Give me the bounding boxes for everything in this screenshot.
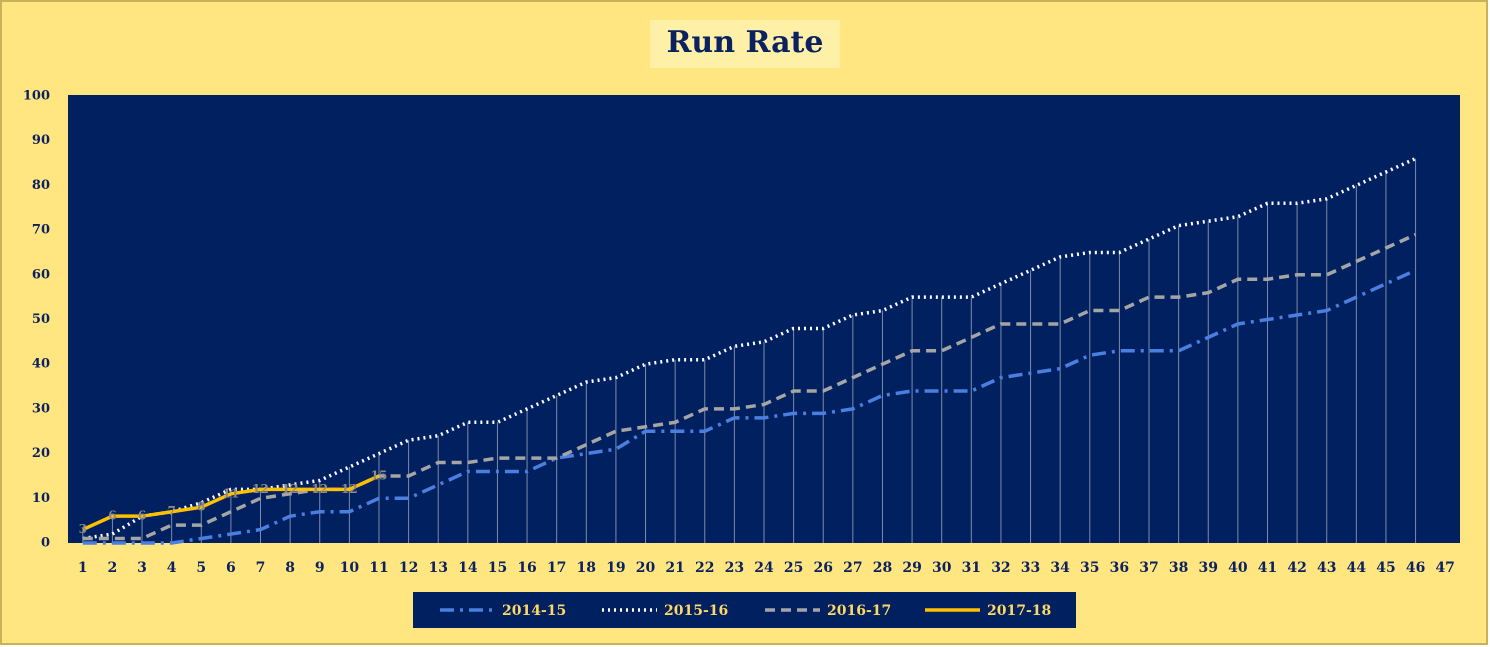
x-tick-label: 35 — [1080, 560, 1099, 576]
legend-label: 2017-18 — [987, 603, 1051, 619]
x-tick-label: 17 — [547, 560, 566, 576]
data-label: 12 — [252, 482, 269, 496]
legend-label: 2014-15 — [502, 603, 566, 619]
title-box — [650, 20, 840, 68]
x-tick-label: 25 — [784, 560, 803, 576]
x-tick-label: 29 — [902, 560, 921, 576]
x-tick-label: 18 — [577, 560, 596, 576]
y-tick-label: 30 — [32, 401, 50, 416]
data-label: 3 — [79, 522, 87, 536]
x-tick-label: 12 — [399, 560, 418, 576]
x-tick-label: 14 — [458, 560, 478, 576]
y-tick-label: 70 — [32, 223, 50, 238]
x-tick-label: 45 — [1376, 560, 1395, 576]
x-tick-label: 31 — [962, 560, 981, 576]
x-tick-label: 43 — [1317, 560, 1336, 576]
x-tick-label: 30 — [932, 560, 952, 576]
x-tick-label: 33 — [1021, 560, 1040, 576]
x-tick-label: 47 — [1435, 560, 1454, 576]
legend-label: 2016-17 — [827, 603, 891, 619]
data-label: 15 — [371, 468, 388, 482]
x-tick-label: 40 — [1228, 560, 1248, 576]
data-label: 6 — [108, 509, 116, 523]
x-tick-label: 26 — [813, 560, 832, 576]
x-tick-label: 10 — [340, 560, 360, 576]
y-tick-label: 0 — [41, 536, 50, 551]
x-tick-label: 7 — [256, 560, 266, 576]
data-label: 12 — [311, 482, 328, 496]
x-tick-label: 6 — [226, 560, 236, 576]
y-tick-label: 20 — [32, 446, 50, 461]
data-label: 11 — [223, 486, 240, 500]
x-tick-label: 28 — [873, 560, 892, 576]
x-tick-label: 36 — [1110, 560, 1129, 576]
y-tick-label: 80 — [32, 178, 50, 193]
data-label: 6 — [138, 509, 146, 523]
x-tick-label: 5 — [196, 560, 206, 576]
x-tick-label: 11 — [369, 560, 388, 576]
x-tick-label: 37 — [1139, 560, 1158, 576]
x-tick-label: 27 — [843, 560, 862, 576]
y-tick-label: 100 — [23, 89, 50, 104]
x-tick-label: 20 — [636, 560, 656, 576]
x-tick-label: 4 — [167, 560, 177, 576]
data-label: 7 — [167, 504, 175, 518]
legend-label: 2015-16 — [664, 603, 728, 619]
x-tick-label: 22 — [695, 560, 714, 576]
x-tick-label: 19 — [606, 560, 625, 576]
x-tick-label: 32 — [991, 560, 1010, 576]
x-tick-label: 2 — [108, 560, 118, 576]
y-tick-label: 40 — [32, 357, 50, 372]
x-tick-label: 24 — [754, 560, 774, 576]
data-label: 12 — [282, 482, 299, 496]
chart-title: Run Rate — [666, 25, 823, 60]
x-tick-label: 42 — [1287, 560, 1306, 576]
x-tick-label: 21 — [665, 560, 684, 576]
x-tick-label: 41 — [1258, 560, 1277, 576]
x-tick-label: 13 — [428, 560, 447, 576]
series-line — [82, 474, 380, 532]
series-line — [82, 232, 1417, 541]
x-tick-label: 39 — [1199, 560, 1218, 576]
data-label: 8 — [197, 500, 205, 514]
y-tick-label: 50 — [32, 312, 50, 327]
x-tick-label: 46 — [1406, 560, 1425, 576]
x-tick-label: 1 — [78, 560, 88, 576]
y-tick-label: 10 — [32, 491, 50, 506]
x-tick-label: 8 — [285, 560, 295, 576]
x-tick-label: 34 — [1050, 560, 1070, 576]
y-tick-label: 90 — [32, 133, 50, 148]
x-tick-label: 3 — [137, 560, 147, 576]
x-tick-label: 15 — [488, 560, 507, 576]
x-tick-label: 38 — [1169, 560, 1188, 576]
data-label: 12 — [341, 482, 358, 496]
y-tick-label: 60 — [32, 267, 50, 282]
x-tick-label: 23 — [725, 560, 744, 576]
x-tick-label: 44 — [1347, 560, 1367, 576]
x-tick-label: 9 — [315, 560, 325, 576]
x-tick-label: 16 — [517, 560, 536, 576]
